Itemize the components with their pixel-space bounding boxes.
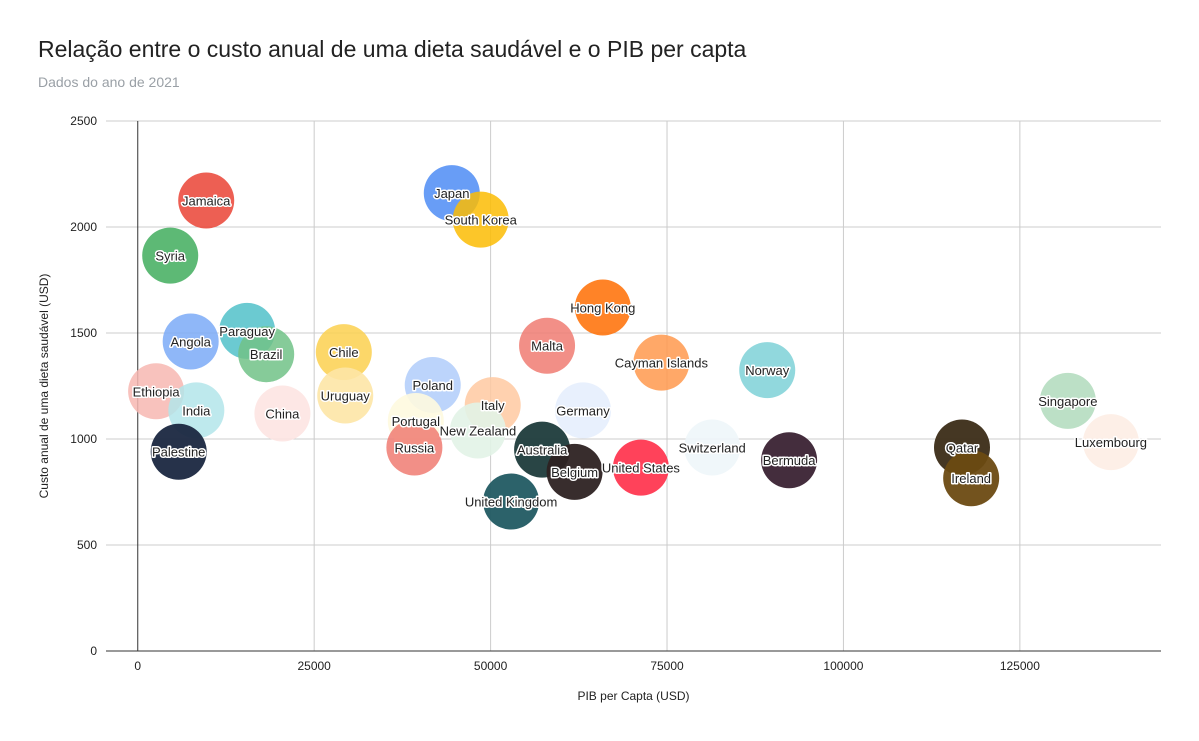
x-tick-label: 25000 [297, 659, 331, 673]
bubble [142, 227, 199, 284]
bubble-label: Portugal [392, 414, 441, 429]
bubble-labels: Jamaica Syria Japan South Korea Hong Kong Par… [131, 185, 1148, 511]
bubble [178, 172, 235, 229]
y-axis-title: Custo anual de uma dieta saudável (USD) [37, 274, 51, 499]
x-tick-label: 125000 [1000, 659, 1040, 673]
bubble-label: Ethiopia [133, 384, 181, 399]
x-tick-label: 100000 [823, 659, 863, 673]
bubble [519, 317, 576, 374]
bubbles [128, 165, 1139, 530]
bubble [483, 473, 540, 530]
y-tick-label: 500 [77, 538, 97, 552]
bubble-label: Qatar [946, 440, 979, 455]
bubble [633, 334, 690, 391]
bubble [452, 191, 509, 248]
bubble-label: Italy [481, 398, 505, 413]
bubble-label: United States [602, 461, 681, 476]
bubble-label: Malta [531, 339, 564, 354]
bubble [449, 402, 506, 459]
bubble-label: Germany [556, 403, 610, 418]
bubble-label: South Korea [445, 213, 518, 228]
bubble [254, 385, 311, 442]
bubble-label: Chile [329, 345, 359, 360]
bubble-label: Palestine [152, 445, 205, 460]
bubble-label: Switzerland [679, 440, 746, 455]
bubble-label: Syria [155, 249, 185, 264]
bubble [162, 313, 219, 370]
bubble-label: India [182, 403, 211, 418]
bubble [943, 450, 1000, 507]
bubble-label: Luxembourg [1075, 435, 1147, 450]
bubble-label: Japan [434, 186, 469, 201]
bubble-label: Angola [170, 334, 211, 349]
y-tick-label: 2000 [70, 220, 97, 234]
bubble [317, 367, 374, 424]
bubble-label: Singapore [1038, 394, 1097, 409]
bubble [684, 419, 741, 476]
bubble-label: China [265, 407, 300, 422]
bubble [555, 382, 612, 439]
y-tick-label: 1000 [70, 432, 97, 446]
bubble [386, 419, 443, 476]
y-tick-label: 1500 [70, 326, 97, 340]
bubble [546, 443, 603, 500]
chart-title: Relação entre o custo anual de uma dieta… [38, 36, 747, 62]
bubble [1039, 372, 1096, 429]
gridlines [106, 120, 1161, 651]
bubble-label: Cayman Islands [615, 356, 709, 371]
x-tick-label: 50000 [474, 659, 508, 673]
bubble-label: Norway [745, 363, 790, 378]
bubble-label: Hong Kong [570, 301, 635, 316]
bubble-label: Brazil [250, 347, 283, 362]
bubble-label: Belgium [551, 465, 598, 480]
bubble [574, 279, 631, 336]
y-tick-label: 2500 [70, 114, 97, 128]
bubble [739, 342, 796, 399]
bubble-label: Paraguay [219, 324, 275, 339]
bubble-label: Jamaica [182, 194, 231, 209]
bubble [761, 432, 818, 489]
y-tick-label: 0 [90, 644, 97, 658]
bubble-label: Uruguay [321, 389, 371, 404]
chart-subtitle: Dados do ano de 2021 [38, 74, 180, 90]
bubble-label: New Zealand [440, 424, 517, 439]
bubble-label: Russia [395, 440, 436, 455]
bubble-label: Australia [517, 443, 568, 458]
bubble-label: Bermuda [763, 453, 817, 468]
bubble [238, 326, 295, 383]
x-tick-label: 0 [134, 659, 141, 673]
x-axis-title: PIB per Capta (USD) [577, 689, 689, 703]
bubble-label: Ireland [951, 471, 991, 486]
bubble-label: Poland [412, 378, 452, 393]
bubble [315, 324, 372, 381]
x-tick-label: 75000 [650, 659, 684, 673]
bubble [1082, 414, 1139, 471]
bubble [612, 439, 669, 496]
bubble [150, 423, 207, 480]
bubble-label: United Kingdom [465, 495, 558, 510]
